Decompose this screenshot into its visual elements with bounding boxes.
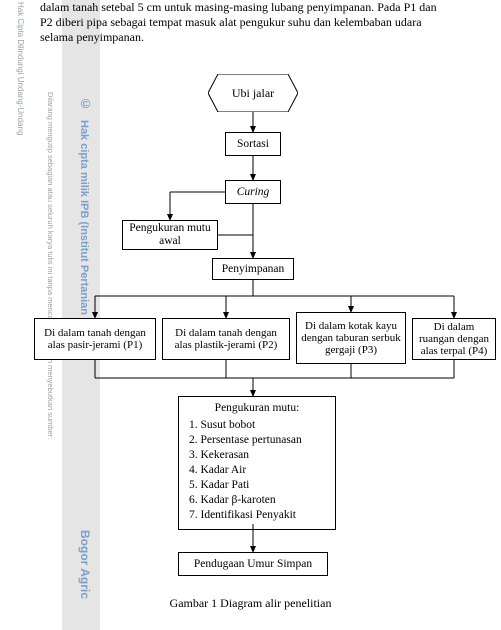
node-p1: Di dalam tanah dengan alas pasir-jerami … [34, 318, 156, 360]
node-curing: Curing [225, 180, 281, 204]
node-p2: Di dalam tanah dengan alas plastik-jeram… [162, 318, 290, 360]
node-p3: Di dalam kotak kayu dengan taburan serbu… [296, 312, 406, 364]
node-ubi-jalar: Ubi jalar [208, 74, 298, 112]
node-pendugaan: Pendugaan Umur Simpan [178, 552, 328, 576]
paragraph: dalam tanah setebal 5 cm untuk masing-ma… [40, 0, 490, 45]
node-pengukuran-mutu: Pengukuran mutu: 1. Susut bobot 2. Perse… [178, 396, 336, 530]
node-p4: Di dalam ruangan dengan alas terpal (P4) [412, 318, 496, 360]
node-pengukuran-awal: Pengukuran mutu awal [122, 220, 218, 250]
caption: Gambar 1 Diagram alir penelitian [0, 596, 501, 611]
node-sortasi: Sortasi [225, 132, 281, 156]
node-penyimpanan: Penyimpanan [212, 258, 294, 280]
